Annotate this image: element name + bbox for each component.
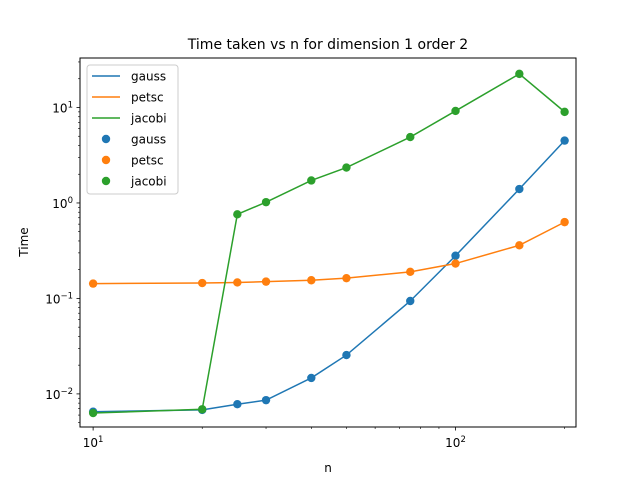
- x-tick-label: 102: [445, 435, 466, 450]
- legend-marker-swatch-gauss: [101, 134, 111, 144]
- data-point-gauss: [342, 350, 351, 360]
- series-line-gauss: [93, 140, 566, 413]
- data-point-petsc: [198, 278, 207, 288]
- data-point-gauss: [261, 395, 271, 405]
- data-point-gauss: [233, 399, 242, 409]
- series-line-jacobi: [93, 72, 566, 414]
- data-point-jacobi: [515, 69, 524, 79]
- y-tick-label: 101: [52, 100, 73, 115]
- legend-label-petsc: petsc: [131, 154, 164, 168]
- x-tick-label: 101: [83, 435, 104, 450]
- x-axis-ticks: 101 102: [83, 427, 565, 450]
- legend-label-jacobi: jacobi: [130, 175, 167, 189]
- data-point-gauss: [307, 373, 316, 383]
- y-axis-ticks: 10−2 10−1 100 101: [45, 61, 80, 423]
- legend-label-gauss: gauss: [131, 70, 166, 84]
- data-point-jacobi: [233, 210, 242, 219]
- y-tick-label: 10−1: [45, 291, 73, 306]
- data-point-petsc: [515, 241, 524, 250]
- data-point-gauss: [515, 184, 524, 194]
- data-point-jacobi: [198, 405, 207, 414]
- data-point-petsc: [88, 279, 98, 288]
- data-point-jacobi: [560, 107, 569, 117]
- data-point-petsc: [406, 267, 415, 277]
- data-point-jacobi: [406, 132, 415, 142]
- data-point-gauss: [406, 296, 415, 306]
- data-point-petsc: [261, 277, 271, 286]
- data-point-petsc: [307, 276, 316, 285]
- data-point-jacobi: [342, 163, 351, 172]
- y-tick-label: 100: [52, 196, 73, 211]
- y-tick-label: 10−2: [45, 387, 73, 402]
- data-point-jacobi: [451, 106, 460, 116]
- x-axis-label: n: [324, 461, 332, 475]
- series-layer: [88, 69, 569, 418]
- legend-label-petsc: petsc: [131, 91, 164, 105]
- legend-marker-swatch-petsc: [101, 155, 111, 165]
- legend-marker-swatch-jacobi: [101, 176, 111, 186]
- data-point-petsc: [451, 259, 460, 268]
- data-point-petsc: [233, 278, 242, 287]
- data-point-jacobi: [88, 408, 98, 418]
- data-point-gauss: [560, 136, 569, 145]
- series-line-petsc: [93, 221, 565, 285]
- data-point-petsc: [342, 273, 351, 283]
- data-point-jacobi: [307, 176, 316, 185]
- legend-label-gauss: gauss: [131, 133, 166, 147]
- data-point-jacobi: [261, 197, 271, 207]
- data-point-petsc: [560, 217, 569, 227]
- chart-title: Time taken vs n for dimension 1 order 2: [187, 37, 468, 53]
- data-point-gauss: [451, 251, 460, 260]
- legend: gauss petsc jacobi gauss petsc jacobi: [86, 64, 179, 195]
- plot-frame: [79, 57, 577, 428]
- y-axis-label: Time: [17, 227, 31, 257]
- legend-label-jacobi: jacobi: [130, 112, 167, 126]
